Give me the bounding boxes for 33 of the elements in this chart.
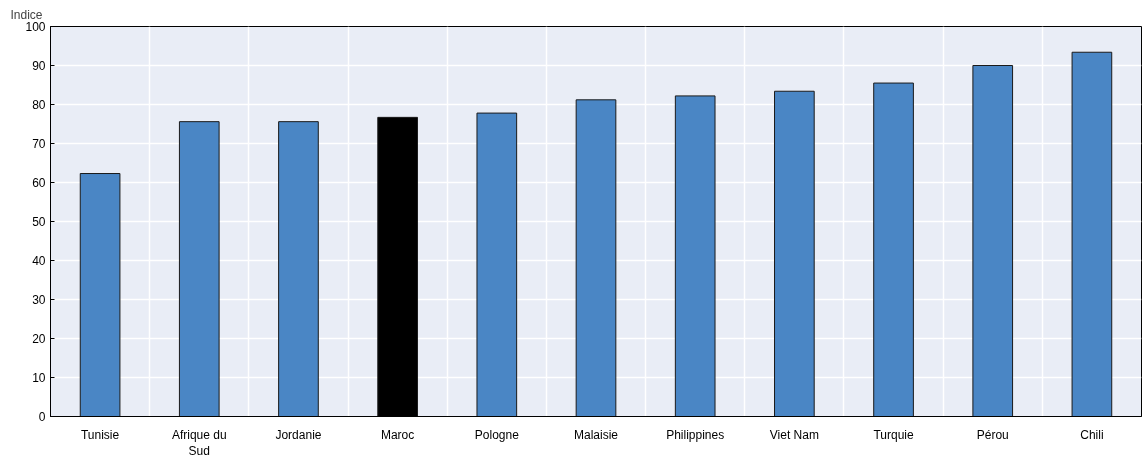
bar xyxy=(178,121,220,417)
y-tick-label: 40 xyxy=(32,254,46,268)
bar xyxy=(873,82,914,417)
bar xyxy=(674,95,716,417)
bar xyxy=(972,65,1014,417)
x-tick-label: Afrique du Sud xyxy=(171,427,227,459)
y-axis-title: Indice xyxy=(10,7,43,22)
bar xyxy=(774,90,815,417)
y-tick-label: 70 xyxy=(32,137,46,151)
x-tick-label: Chili xyxy=(1080,427,1104,442)
x-tick-label: Malaisie xyxy=(573,427,619,442)
bar xyxy=(278,121,319,417)
x-tick-label: Pérou xyxy=(976,427,1009,442)
bar xyxy=(1071,51,1113,417)
x-tick-label: Maroc xyxy=(380,427,415,442)
y-tick-label: 60 xyxy=(32,176,46,190)
y-tick-label: 0 xyxy=(38,410,46,424)
x-tick-label: Pologne xyxy=(474,427,520,442)
y-tick-label: 30 xyxy=(32,293,46,307)
x-tick-label: Viet Nam xyxy=(769,427,819,442)
y-tick-label: 20 xyxy=(32,332,46,346)
y-tick-label: 90 xyxy=(32,59,46,73)
x-tick-label: Philippines xyxy=(666,427,725,442)
y-tick-label: 80 xyxy=(32,98,46,112)
y-tick-label: 10 xyxy=(32,371,46,385)
y-tick-label: 50 xyxy=(32,215,46,229)
y-tick-label: 100 xyxy=(25,20,46,34)
bar xyxy=(575,99,617,417)
x-tick-label: Jordanie xyxy=(275,427,322,442)
bar xyxy=(476,112,518,417)
bar xyxy=(79,173,121,417)
x-tick-label: Turquie xyxy=(873,427,914,442)
x-tick-label: Tunisie xyxy=(80,427,120,442)
